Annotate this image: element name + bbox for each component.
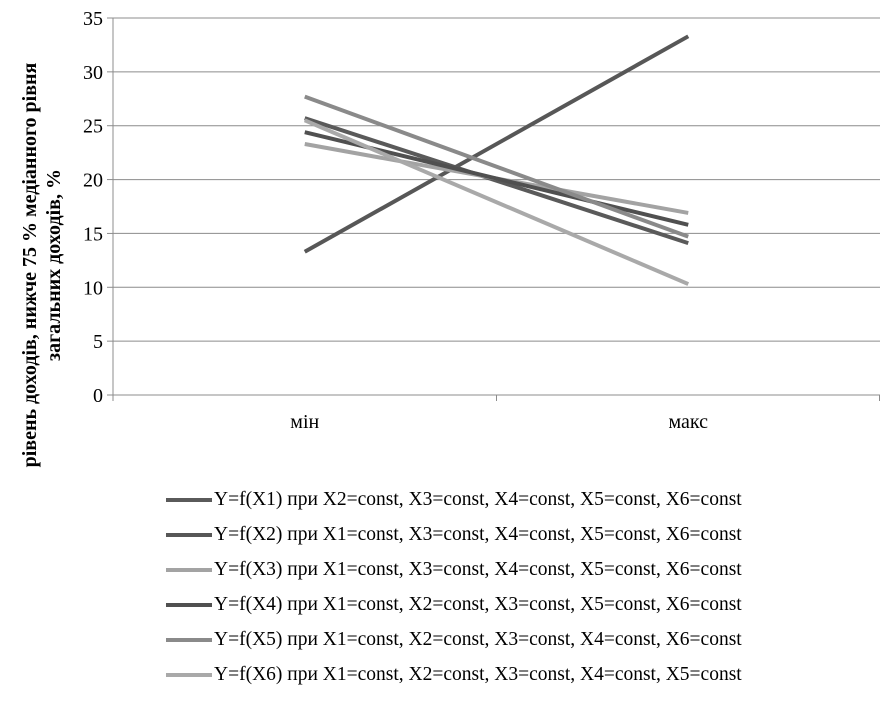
x-tick-label: макс <box>669 411 709 433</box>
y-tick-label: 10 <box>83 277 103 299</box>
y-tick-label: 20 <box>83 170 103 192</box>
legend-swatch <box>166 672 212 677</box>
y-tick-label: 35 <box>83 8 103 30</box>
series-line <box>304 94 689 239</box>
legend: Y=f(X1) при X2=const, X3=const, X4=const… <box>166 482 881 692</box>
legend-item: Y=f(X3) при X1=const, X3=const, X4=const… <box>166 552 881 587</box>
y-tick-label: 25 <box>83 116 103 138</box>
legend-item: Y=f(X4) при X1=const, X2=const, X3=const… <box>166 587 881 622</box>
y-tick-labels: 0 5 10 15 20 25 30 35 <box>83 8 103 407</box>
legend-item: Y=f(X5) при X1=const, X2=const, X3=const… <box>166 622 881 657</box>
axes <box>107 17 880 401</box>
y-tick-label: 30 <box>83 62 103 84</box>
legend-swatch <box>166 637 212 642</box>
y-axis-label-line-2: загальних доходів, % <box>43 169 65 361</box>
series-lines <box>303 34 690 286</box>
legend-label: Y=f(X3) при X1=const, X3=const, X4=const… <box>214 558 742 580</box>
x-tick-labels: мін макс <box>290 411 708 433</box>
y-tick-label: 15 <box>83 223 103 245</box>
legend-swatch <box>166 567 212 572</box>
legend-label: Y=f(X5) при X1=const, X2=const, X3=const… <box>214 628 742 650</box>
grid-lines <box>113 17 880 342</box>
x-tick-label: мін <box>290 411 319 433</box>
y-axis-label-line-1: рівень доходів, нижче 75 % медіанного рі… <box>19 62 41 468</box>
legend-label: Y=f(X4) при X1=const, X2=const, X3=const… <box>214 593 742 615</box>
legend-item: Y=f(X2) при X1=const, X3=const, X4=const… <box>166 517 881 552</box>
legend-label: Y=f(X2) при X1=const, X3=const, X4=const… <box>214 523 742 545</box>
series-line <box>303 118 690 286</box>
series-line <box>304 116 689 246</box>
legend-item: Y=f(X6) при X1=const, X2=const, X3=const… <box>166 657 881 692</box>
legend-swatch <box>166 532 212 537</box>
legend-swatch <box>166 497 212 502</box>
y-tick-label: 0 <box>93 385 103 407</box>
legend-item: Y=f(X1) при X2=const, X3=const, X4=const… <box>166 482 881 517</box>
y-tick-label: 5 <box>93 331 103 353</box>
legend-label: Y=f(X6) при X1=const, X2=const, X3=const… <box>214 663 742 685</box>
series-line <box>303 34 690 254</box>
legend-swatch <box>166 602 212 607</box>
y-axis-label: рівень доходів, нижче 75 % медіанного рі… <box>0 0 65 704</box>
legend-label: Y=f(X1) при X2=const, X3=const, X4=const… <box>214 488 742 510</box>
